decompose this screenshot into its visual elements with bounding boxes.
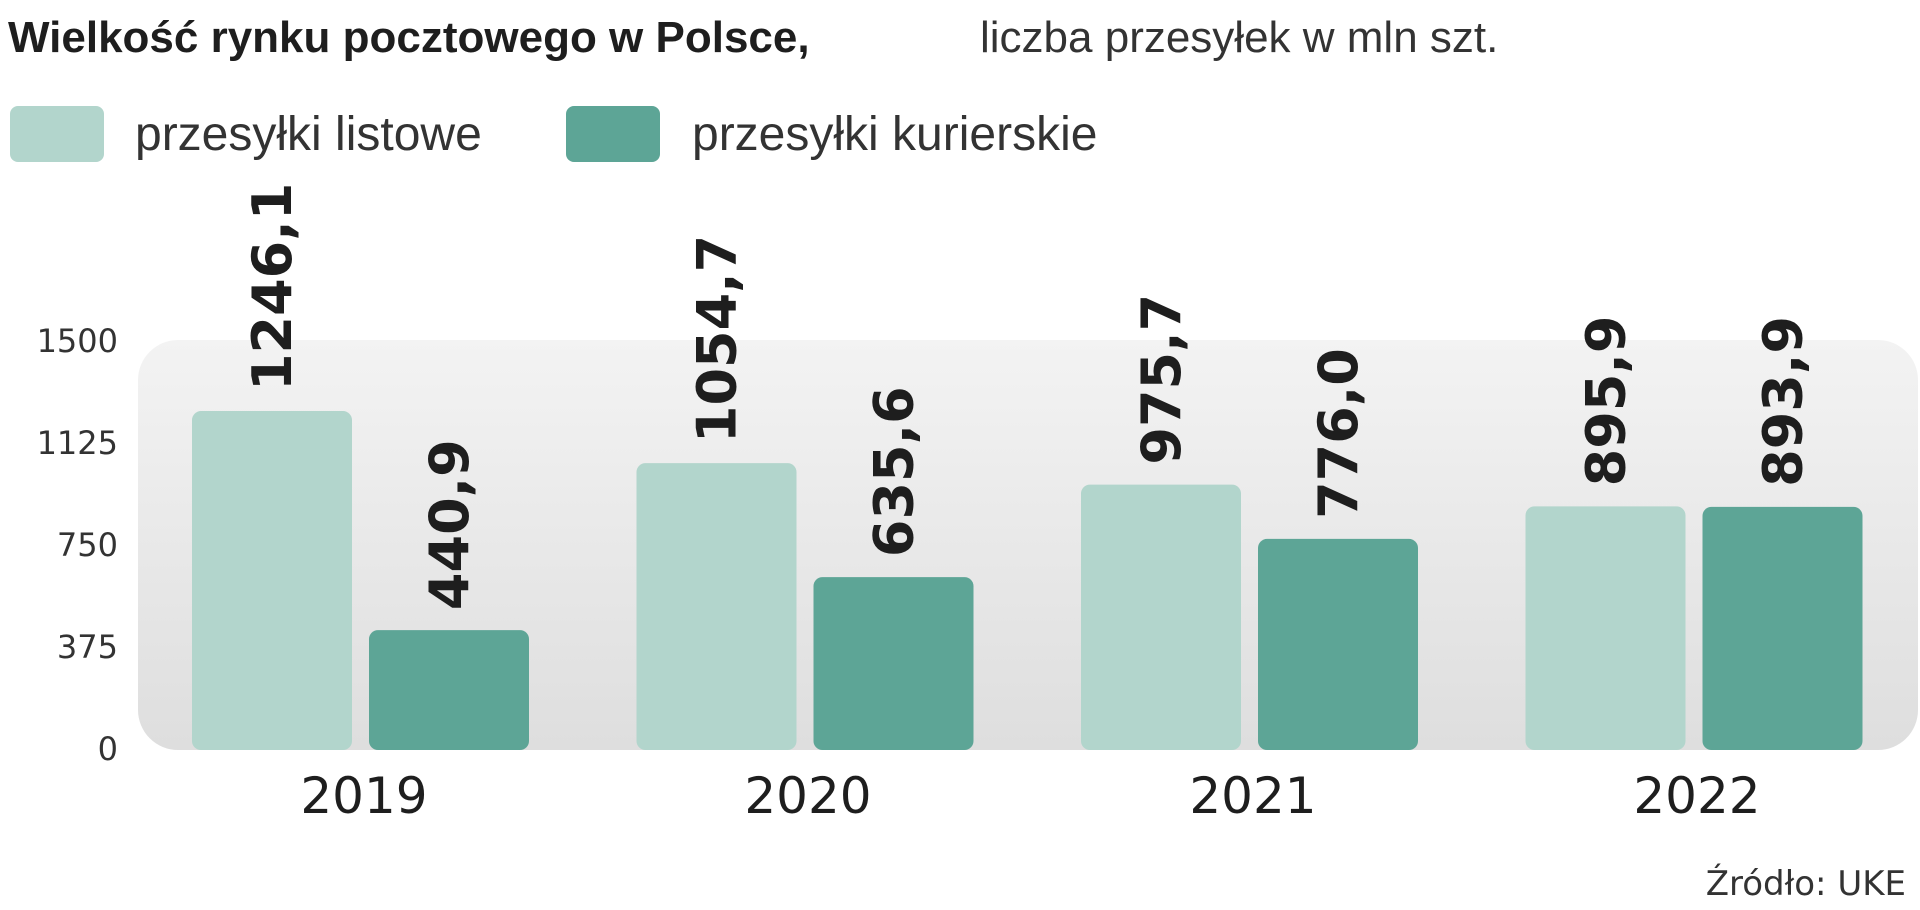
data-label-kurierskie-2022: 893,9 [1752,316,1815,487]
y-tick-label: 1125 [37,424,118,462]
bar-listowe-2021 [1081,484,1241,750]
x-tick-label: 2019 [300,767,427,825]
x-tick-label: 2021 [1189,767,1316,825]
y-tick-label: 1500 [37,322,118,360]
data-labels-layer: 1246,1 440,9 1054,7 635,6 975,7 776,0 895,9 893… [241,183,1815,610]
data-label-listowe-2020: 1054,7 [686,235,749,443]
plot-area-background [138,340,1918,750]
chart-subtitle: liczba przesyłek w mln szt. [980,13,1498,62]
data-label-listowe-2021: 975,7 [1130,294,1193,465]
data-label-kurierskie-2020: 635,6 [863,386,926,557]
y-tick-label: 750 [57,526,118,564]
y-tick-label: 375 [57,628,118,666]
bar-listowe-2020 [636,463,797,750]
source-note: Źródło: UKE [1706,863,1906,904]
data-label-kurierskie-2021: 776,0 [1307,348,1370,519]
legend: przesyłki listowe przesyłki kurierskie [10,106,1097,162]
legend-label-kurierskie: przesyłki kurierskie [692,108,1097,161]
bar-kurierskie-2022 [1702,506,1863,750]
x-axis: 2019 2020 2021 2022 [300,767,1760,825]
legend-swatch-kurierskie [566,106,660,162]
bar-listowe-2022 [1525,506,1686,750]
data-label-kurierskie-2019: 440,9 [418,439,481,610]
bar-kurierskie-2019 [369,630,529,750]
x-tick-label: 2020 [744,767,871,825]
data-label-listowe-2022: 895,9 [1575,316,1638,487]
bar-kurierskie-2020 [813,577,974,750]
bars-layer [192,411,1863,750]
x-tick-label: 2022 [1633,767,1760,825]
y-axis: 0 375 750 1125 1500 [37,322,118,768]
y-tick-label: 0 [98,730,118,768]
legend-label-listowe: przesyłki listowe [135,108,482,161]
chart-title: Wielkość rynku pocztowego w Polsce, [8,13,810,62]
bar-listowe-2019 [192,411,352,750]
legend-swatch-listowe [10,106,104,162]
bar-kurierskie-2021 [1258,538,1418,750]
data-label-listowe-2019: 1246,1 [241,183,304,391]
